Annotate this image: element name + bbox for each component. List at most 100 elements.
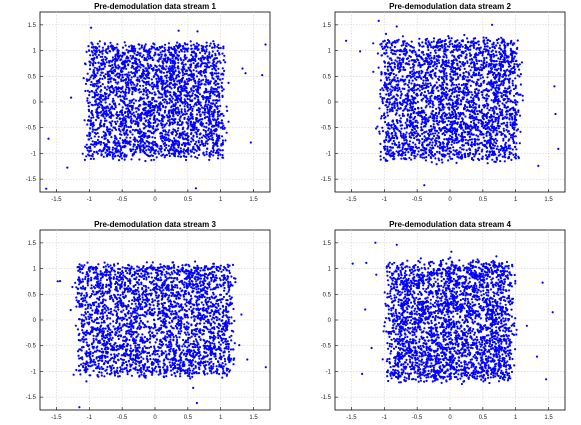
data-point [124,117,127,120]
data-point [149,104,152,107]
data-point [197,102,200,105]
data-point [182,63,185,66]
data-point [45,187,48,190]
data-point [472,152,475,156]
data-point [406,92,409,95]
data-point [108,74,111,77]
data-point [201,106,204,109]
panel-1-ytick: 0.5 [28,74,37,80]
data-point [92,46,95,49]
data-point [158,53,161,56]
data-point [416,121,419,124]
data-point [124,120,128,124]
data-point [209,119,212,122]
data-point [192,62,195,65]
data-point [175,49,178,52]
data-point [158,78,161,81]
data-point [511,82,514,85]
data-point [190,89,193,92]
data-point [214,151,217,154]
data-point [194,82,197,85]
data-point [384,32,388,36]
data-point [85,155,88,158]
data-point [173,154,176,157]
data-point [81,152,84,155]
data-point [204,52,207,55]
data-point [386,89,389,92]
data-point [452,149,455,152]
data-point [206,142,209,145]
data-point [139,148,142,151]
data-point [216,49,219,53]
data-point [214,69,218,72]
data-point [480,141,483,144]
data-point [427,92,430,95]
data-point [149,146,152,149]
data-point [104,73,107,76]
data-point [160,154,163,157]
data-point [91,140,94,143]
data-point [163,109,167,112]
data-point [190,137,193,140]
data-point [205,95,208,99]
data-point [407,151,410,154]
data-point [206,147,209,150]
data-point [121,73,124,76]
data-point [407,43,410,46]
data-point [144,159,147,163]
data-point [121,46,125,49]
data-point [155,156,158,159]
data-point [128,88,131,91]
data-point [499,160,502,163]
data-point [467,40,470,43]
data-point [200,136,204,139]
data-point [178,123,181,126]
data-point [148,77,151,80]
data-point [92,77,95,80]
data-point [114,120,117,123]
data-point [200,44,203,47]
data-point [140,90,143,93]
data-point [205,62,208,65]
data-point [396,146,399,149]
data-point [173,85,176,89]
data-point [165,143,168,147]
data-point [457,133,460,136]
data-point [156,111,159,114]
data-point [105,61,108,64]
data-point [449,123,452,126]
data-point [95,82,99,85]
data-point [147,145,150,148]
data-point [185,72,188,75]
data-point [466,152,470,155]
data-point [427,154,430,157]
data-point [164,54,167,57]
data-point [438,159,441,162]
data-point [129,115,132,118]
data-point [176,88,180,91]
data-point [91,155,94,158]
data-point [133,114,136,117]
data-point [156,106,159,109]
data-point [196,156,199,160]
data-point [154,136,157,139]
data-point [121,128,124,131]
data-point [503,160,506,163]
data-point [93,103,97,106]
data-point [417,150,420,153]
data-point [216,137,219,140]
panel-1-ytick: 0 [33,100,37,106]
data-point [143,147,146,150]
data-point [217,72,220,75]
data-point [492,41,495,44]
data-point [420,51,423,54]
data-point [468,65,471,68]
data-point [501,38,504,41]
data-point [196,48,199,52]
data-point [124,103,127,106]
data-point [492,115,495,118]
data-point [92,121,95,124]
data-point [163,149,166,152]
data-point [187,147,190,150]
data-point [129,125,132,128]
